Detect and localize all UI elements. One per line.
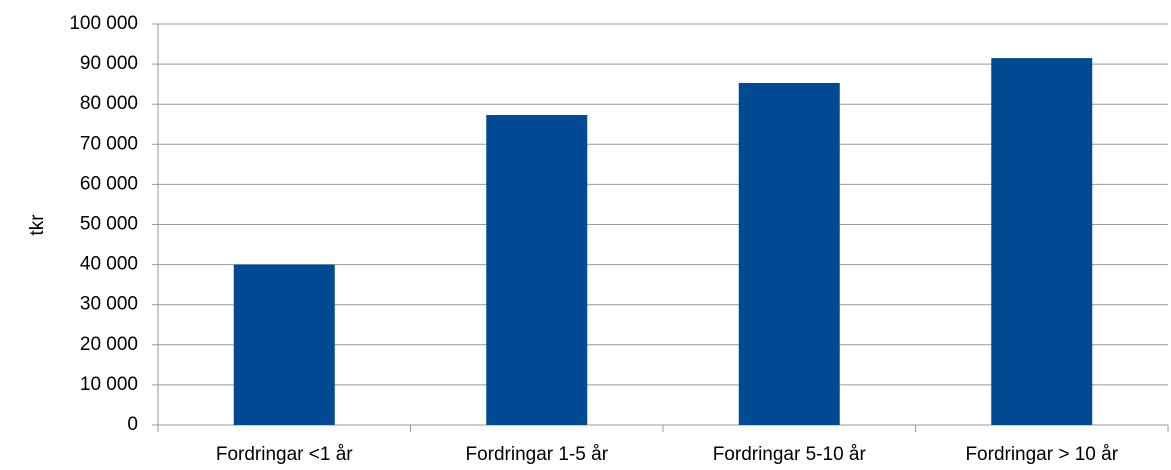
bar: [233, 264, 335, 425]
x-tick-label: Fordringar 5-10 år: [713, 444, 867, 465]
y-axis-label: tkr: [27, 214, 48, 236]
bar: [486, 115, 588, 425]
x-tick-label: Fordringar <1 år: [216, 444, 353, 465]
y-tick-label: 100 000: [69, 13, 138, 34]
y-tick-label: 20 000: [80, 334, 138, 355]
y-tick-label: 40 000: [80, 254, 138, 275]
y-tick-label: 90 000: [80, 53, 138, 74]
bar: [738, 82, 840, 426]
y-tick-label: 80 000: [80, 93, 138, 114]
y-tick-label: 30 000: [80, 294, 138, 315]
y-tick-label: 70 000: [80, 133, 138, 154]
x-tick-label: Fordringar > 10 år: [965, 444, 1118, 465]
y-tick-label: 10 000: [80, 374, 138, 395]
y-tick-label: 60 000: [80, 173, 138, 194]
x-tick-label: Fordringar 1-5 år: [465, 444, 608, 465]
y-tick-label: 50 000: [80, 214, 138, 235]
bar: [991, 58, 1093, 426]
y-tick-label: 0: [127, 414, 138, 435]
